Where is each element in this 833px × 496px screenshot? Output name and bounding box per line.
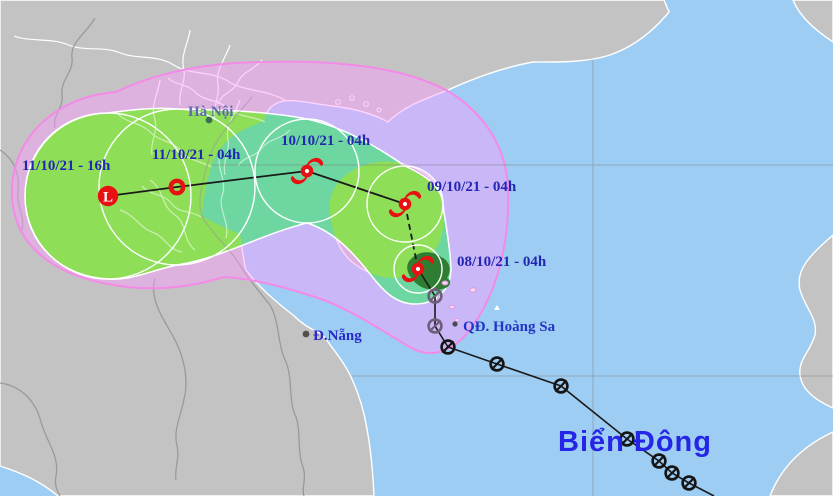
uncertainty-circle bbox=[366, 165, 444, 243]
city-dot bbox=[302, 330, 310, 338]
forecast-time-label: 08/10/21 - 04h bbox=[457, 254, 547, 270]
past-position-icon bbox=[427, 318, 443, 334]
forecast-time-label: 09/10/21 - 04h bbox=[427, 179, 517, 195]
city-dot bbox=[452, 321, 458, 327]
forecast-time-label: 11/10/21 - 04h bbox=[152, 147, 241, 163]
typhoon-icon bbox=[401, 255, 435, 283]
paracel-islets bbox=[437, 280, 477, 323]
city-label: Hà Nội bbox=[188, 104, 233, 120]
past-position-icon bbox=[553, 378, 569, 394]
uncertainty-circle bbox=[98, 108, 256, 266]
uncertainty-circle bbox=[393, 244, 443, 294]
uncertainty-circle bbox=[254, 118, 360, 224]
islet-white bbox=[494, 305, 500, 310]
forecast-track-dashed-segment bbox=[404, 203, 419, 270]
sea-name-label: Biển Đông bbox=[558, 426, 712, 458]
low-pressure-letter: L bbox=[103, 189, 113, 205]
past-position-icon bbox=[440, 339, 456, 355]
past-position-icon bbox=[681, 475, 697, 491]
past-position-icon bbox=[489, 356, 505, 372]
past-position-icon bbox=[427, 288, 443, 304]
forecast-time-label: 11/10/21 - 16h bbox=[22, 158, 111, 174]
forecast-time-label: 10/10/21 - 04h bbox=[281, 133, 371, 149]
past-position-icon bbox=[664, 465, 680, 481]
low-icon: L bbox=[97, 185, 119, 207]
city-dot bbox=[205, 116, 213, 124]
graticule bbox=[212, 60, 833, 496]
typhoon-icon bbox=[388, 190, 422, 218]
city-label: Đ.Nẵng bbox=[313, 328, 362, 344]
past-position-icon bbox=[619, 431, 635, 447]
ring-icon bbox=[168, 178, 186, 196]
typhoon-icon bbox=[290, 157, 324, 185]
past-position-icon bbox=[651, 453, 667, 469]
uncertainty-circle bbox=[24, 112, 192, 280]
city-label: QĐ. Hoàng Sa bbox=[463, 319, 556, 335]
